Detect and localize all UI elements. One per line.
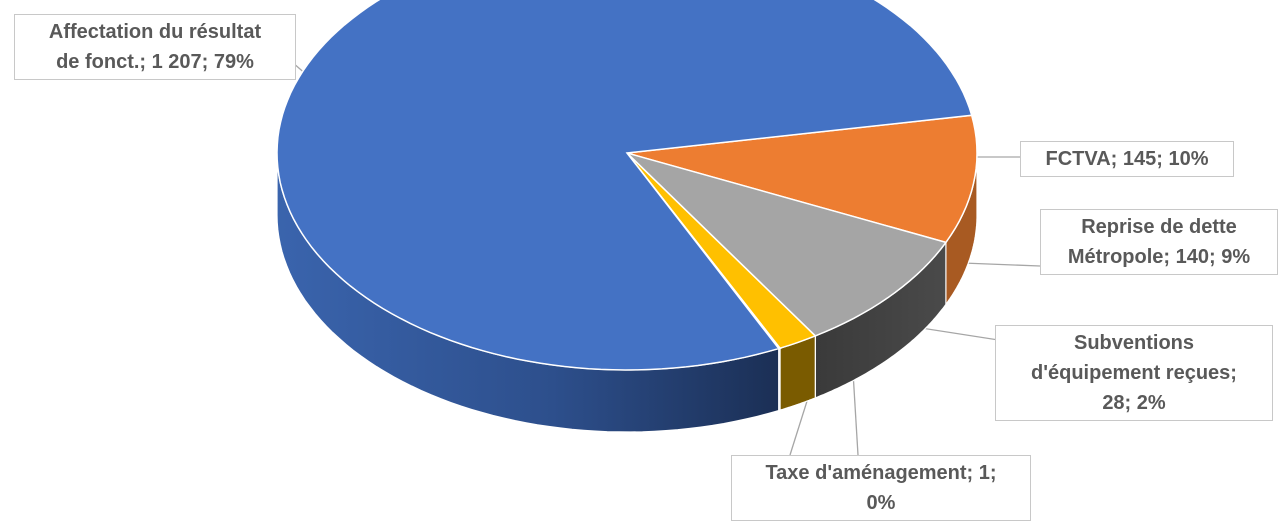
data-label-line: 0% [866, 492, 896, 514]
data-label-line: Subventions [1073, 332, 1194, 354]
slice-reprise [626, 152, 948, 337]
data-label-line: Taxe d'aménagement; 1; [765, 462, 997, 484]
pie-sides [276, 152, 978, 433]
data-label-line: Métropole; 140; 9% [1067, 246, 1251, 268]
data-label-line: FCTVA; 145; 10% [1045, 148, 1209, 170]
data-label-taxe: Taxe d'aménagement; 1; 0% [731, 455, 1031, 521]
data-label-affectation: Affectation du résultat de fonct.; 1 207;… [14, 14, 296, 80]
data-label-line: Affectation du résultat [48, 21, 262, 43]
data-label-subventions: Subventions d'équipement reçues; 28; 2% [995, 325, 1273, 421]
data-label-reprise: Reprise de dette Métropole; 140; 9% [1040, 209, 1278, 275]
data-label-line: d'équipement reçues; [1031, 362, 1237, 384]
slice-fctva [626, 114, 978, 244]
pie-slices [276, 0, 978, 371]
data-label-line: Reprise de dette [1081, 216, 1237, 238]
data-label-fctva: FCTVA; 145; 10% [1020, 141, 1234, 177]
data-label-line: 28; 2% [1102, 392, 1166, 414]
data-label-line: de fonct.; 1 207; 79% [56, 51, 254, 73]
slice-subventions [626, 152, 817, 350]
slice-affectation [276, 0, 973, 371]
